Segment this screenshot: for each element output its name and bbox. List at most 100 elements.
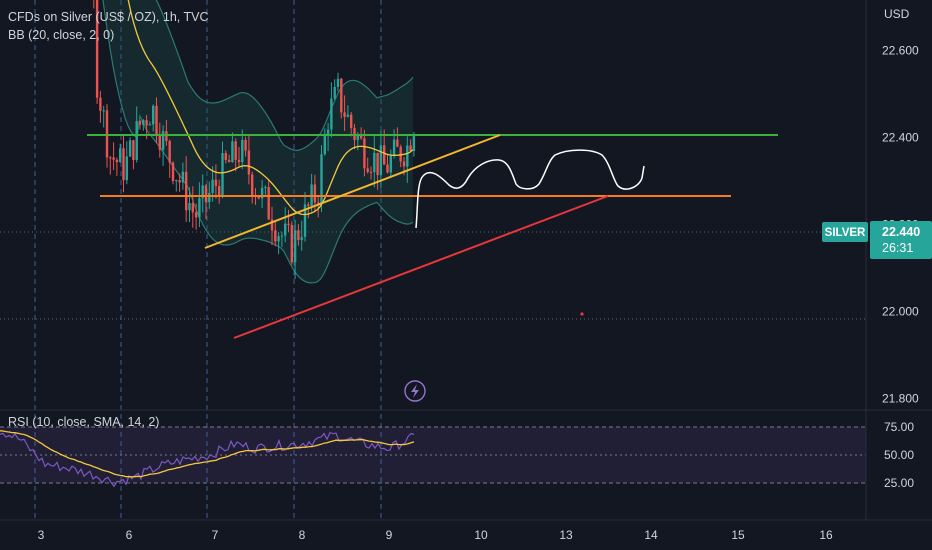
candle-body [402, 161, 406, 167]
candle-body [188, 203, 191, 211]
candle-body [251, 174, 254, 196]
lightning-icon[interactable] [404, 380, 426, 402]
candle-body [221, 153, 224, 196]
candle-body [158, 135, 161, 150]
marker-dot [580, 312, 584, 316]
candle-body [135, 121, 138, 160]
candle-body [132, 140, 135, 160]
price-tag: 22.440 26:31 [870, 221, 932, 259]
candle-body [359, 135, 363, 139]
candle-body [290, 224, 293, 263]
time-tick-label: 10 [474, 528, 488, 542]
candle-body [105, 110, 109, 158]
time-tick-label: 14 [644, 528, 658, 542]
candle-body [125, 156, 128, 181]
candle-body [267, 187, 270, 220]
candle-body [330, 98, 333, 130]
time-tick-label: 8 [299, 528, 306, 542]
projected-price-path[interactable] [415, 149, 645, 229]
candle-body [379, 145, 383, 176]
candle-body [320, 154, 323, 203]
time-tick-label: 6 [126, 528, 133, 542]
candle-body [241, 139, 244, 163]
candle-body [270, 219, 274, 231]
candle-body [148, 124, 152, 126]
chart-title[interactable]: CFDs on Silver (US$ / OZ), 1h, TVC [8, 10, 209, 24]
candle-body [234, 141, 237, 160]
candle-body [297, 230, 300, 241]
candle-body [346, 114, 350, 117]
time-axis[interactable]: 3 6 7 8 9 10 13 14 15 16 [38, 528, 833, 542]
candle-body [333, 86, 336, 99]
svg-text:26:31: 26:31 [882, 241, 913, 255]
candle-body [181, 171, 185, 183]
price-tick-label: 21.800 [882, 392, 919, 406]
candle-body [152, 105, 155, 125]
price-tick-label: 22.600 [882, 44, 919, 58]
candle-body [257, 195, 260, 199]
price-tick-label: 22.400 [882, 131, 919, 145]
rsi-tick-label: 25.00 [884, 476, 914, 490]
candle-body [122, 148, 125, 181]
rsi-legend[interactable]: RSI (10, close, SMA, 14, 2) [8, 415, 160, 429]
candle-body [343, 112, 346, 117]
candle-body [102, 110, 105, 112]
candle-body [340, 78, 343, 113]
candle-body [389, 155, 392, 173]
candle-body [191, 203, 194, 213]
candle-body [119, 148, 122, 163]
bollinger-lower-band [102, 0, 414, 284]
candle-body [350, 114, 353, 129]
candle-body [363, 138, 366, 169]
candle-body [287, 223, 290, 225]
lower-trendline[interactable] [233, 195, 609, 339]
candle-body [412, 134, 416, 151]
upper-trendline[interactable] [204, 134, 501, 249]
price-tick-label: 22.000 [882, 305, 919, 319]
candle-body [307, 204, 310, 206]
candle-body [178, 180, 181, 183]
candle-body [300, 236, 303, 241]
candlestick-series [93, 0, 416, 280]
candle-body [112, 157, 115, 160]
candle-body [264, 187, 267, 189]
price-axis[interactable]: 21.80022.00022.20022.40022.60022.80023.0… [882, 0, 919, 406]
candle-body [231, 141, 234, 163]
rsi-tick-label: 50.00 [884, 448, 914, 462]
candle-body [109, 157, 112, 159]
candle-body [277, 236, 280, 242]
candle-body [399, 146, 402, 162]
candle-body [194, 212, 198, 218]
session-dividers [34, 0, 382, 520]
rsi-tick-label: 75.00 [884, 420, 914, 434]
candle-body [244, 139, 247, 151]
candle-body [274, 230, 277, 242]
bb-legend[interactable]: BB (20, close, 2, 0) [8, 28, 115, 42]
candle-body [392, 139, 396, 156]
candle-body [201, 185, 204, 199]
candle-body [293, 230, 297, 263]
time-tick-label: 15 [731, 528, 745, 542]
time-tick-label: 7 [212, 528, 219, 542]
candle-body [155, 105, 158, 136]
candle-body [336, 78, 340, 87]
candle-body [115, 159, 119, 163]
candle-body [323, 135, 326, 155]
candle-body [247, 150, 251, 175]
candle-body [198, 198, 201, 218]
candle-body [406, 145, 409, 167]
rsi-axis[interactable]: 25.00 50.00 75.00 [884, 420, 914, 490]
candle-body [280, 235, 284, 237]
bollinger-upper-band [155, 0, 414, 152]
candle-body [204, 185, 208, 203]
candle-body [185, 171, 188, 211]
candle-body [376, 152, 379, 176]
time-tick-label: 16 [819, 528, 833, 542]
candle-body [284, 223, 287, 236]
candle-body [373, 152, 376, 173]
candle-body [409, 145, 412, 151]
candle-body [138, 121, 142, 125]
candle-body [396, 139, 399, 147]
candle-body [237, 159, 241, 163]
